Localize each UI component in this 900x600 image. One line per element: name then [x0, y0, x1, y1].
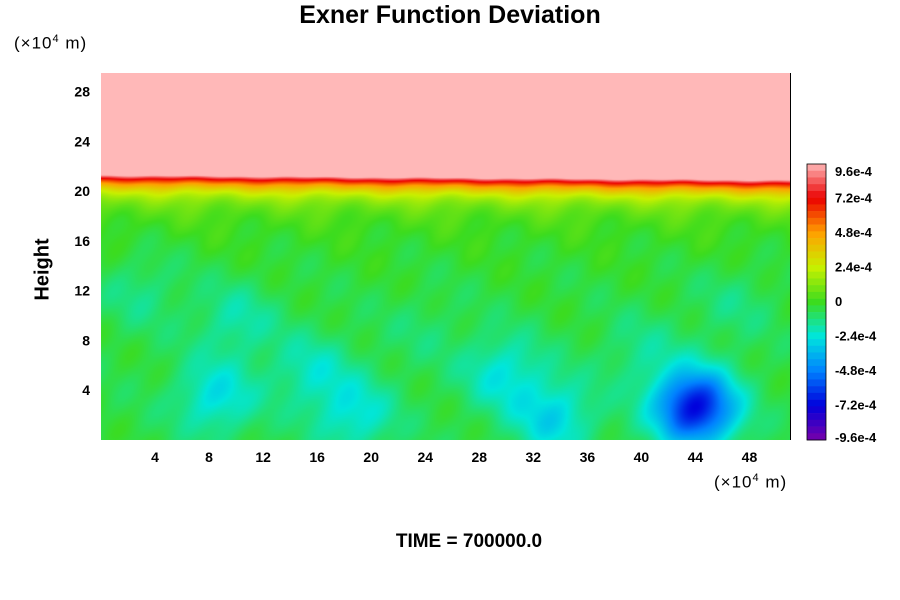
- colorbar-swatch: [807, 352, 826, 360]
- colorbar-swatch: [807, 285, 826, 293]
- x-tick-label: 12: [255, 449, 271, 465]
- colorbar-tick-label: -2.4e-4: [835, 329, 877, 344]
- colorbar-swatch: [807, 244, 826, 252]
- colorbar-swatch: [807, 392, 826, 400]
- colorbar-swatch: [807, 379, 826, 387]
- colorbar-swatch: [807, 433, 826, 441]
- colorbar-swatch: [807, 278, 826, 286]
- x-tick-label: 24: [417, 449, 433, 465]
- colorbar-swatch: [807, 258, 826, 266]
- colorbar-tick-label: 0: [835, 294, 842, 309]
- colorbar-tick-label: -4.8e-4: [835, 363, 877, 378]
- colorbar-swatch: [807, 332, 826, 340]
- colorbar-swatch: [807, 372, 826, 380]
- colorbar-swatch: [807, 399, 826, 407]
- colorbar-swatch: [807, 164, 826, 172]
- y-tick-label: 8: [82, 332, 90, 348]
- colorbar-swatch: [807, 312, 826, 320]
- colorbar: 9.6e-4 7.2e-4 4.8e-4 2.4e-4 0 -2.4e-4 -4.8e-4 -…: [806, 163, 877, 445]
- y-tick-label: 12: [74, 283, 90, 299]
- y-tick-label: 20: [74, 183, 90, 199]
- colorbar-swatch: [807, 426, 826, 434]
- x-tick-labels: 4 8 12 16 20 24 28 32 36 40 44 48: [151, 449, 757, 465]
- heatmap-field: [101, 73, 790, 440]
- x-tick-label: 36: [580, 449, 596, 465]
- chart-title: Exner Function Deviation: [299, 1, 601, 29]
- y-tick-labels: 4 8 12 16 20 24 28: [74, 84, 90, 399]
- colorbar-swatch: [807, 406, 826, 414]
- y-tick-label: 24: [74, 133, 90, 149]
- colorbar-swatch: [807, 231, 826, 239]
- colorbar-swatch: [807, 211, 826, 219]
- x-tick-label: 28: [471, 449, 487, 465]
- colorbar-swatch: [807, 177, 826, 185]
- x-tick-label: 16: [309, 449, 325, 465]
- x-tick-label: 48: [742, 449, 758, 465]
- colorbar-tick-label: -7.2e-4: [835, 398, 877, 413]
- colorbar-swatch: [807, 365, 826, 373]
- colorbar-swatch: [807, 298, 826, 306]
- x-tick-label: 32: [526, 449, 542, 465]
- colorbar-swatch: [807, 359, 826, 367]
- colorbar-swatch: [807, 305, 826, 313]
- colorbar-swatch: [807, 217, 826, 225]
- y-tick-label: 16: [74, 233, 90, 249]
- colorbar-border: [806, 163, 827, 441]
- colorbar-swatch: [807, 184, 826, 192]
- colorbar-swatch: [807, 190, 826, 198]
- colorbar-swatch: [807, 413, 826, 421]
- colorbar-tick-label: -9.6e-4: [835, 430, 877, 445]
- y-tick-label: 4: [82, 382, 90, 398]
- colorbar-swatch: [807, 419, 826, 427]
- colorbar-swatch: [807, 170, 826, 178]
- colorbar-swatch: [807, 224, 826, 232]
- colorbar-swatch: [807, 264, 826, 273]
- x-tick-label: 20: [363, 449, 379, 465]
- colorbar-tick-label: 7.2e-4: [835, 191, 873, 206]
- y-tick-label: 28: [74, 84, 90, 100]
- colorbar-swatch: [807, 325, 826, 333]
- x-unit-label: (×104 m): [714, 472, 788, 492]
- x-tick-label: 40: [634, 449, 650, 465]
- colorbar-swatch: [807, 251, 826, 259]
- y-unit-label: (×104 m): [14, 33, 88, 53]
- colorbar-swatch: [807, 271, 826, 279]
- colorbar-swatch: [807, 386, 826, 394]
- colorbar-swatch: [807, 238, 826, 246]
- colorbar-swatch: [807, 197, 826, 205]
- colorbar-tick-label: 9.6e-4: [835, 164, 873, 179]
- colorbar-swatch: [807, 204, 826, 212]
- colorbar-swatch: [807, 339, 826, 347]
- colorbar-swatch: [807, 318, 826, 326]
- colorbar-tick-label: 4.8e-4: [835, 225, 873, 240]
- x-tick-label: 4: [151, 449, 159, 465]
- time-label: TIME = 700000.0: [395, 531, 543, 552]
- colorbar-swatch: [807, 291, 826, 299]
- x-tick-label: 44: [688, 449, 704, 465]
- colorbar-tick-label: 2.4e-4: [835, 260, 873, 275]
- x-tick-label: 8: [205, 449, 213, 465]
- colorbar-swatch: [807, 345, 826, 353]
